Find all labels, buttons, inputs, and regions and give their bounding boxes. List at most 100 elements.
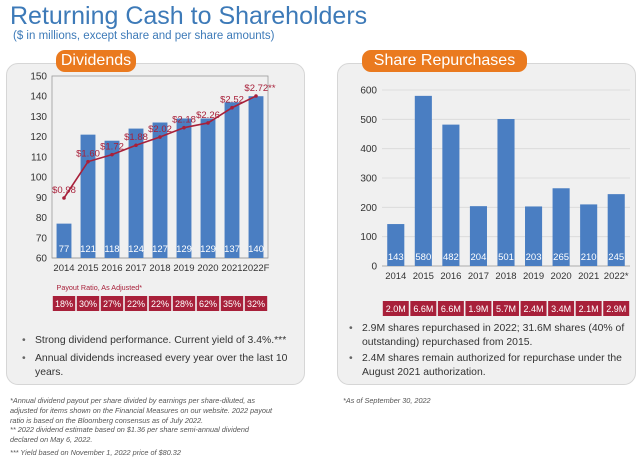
y-tick-label: 600 [360, 86, 377, 97]
bar-value-label: 482 [443, 252, 459, 263]
shares-repurchased-badge [437, 301, 464, 316]
x-tick-label: 2017 [125, 263, 146, 274]
x-tick-label: 2018 [149, 263, 170, 274]
payout-ratio-badge [52, 296, 76, 311]
bar [56, 223, 72, 258]
dividend-per-share-label: $2.18 [172, 115, 196, 126]
bar-value-label: 203 [526, 252, 542, 263]
x-tick-label: 2015 [77, 263, 98, 274]
dividend-per-share-label: $2.02 [148, 124, 172, 135]
dividend-bullet-2: • Annual dividends increased every year … [22, 352, 307, 379]
bar-value-label: 127 [152, 244, 168, 255]
y-tick-label: 70 [36, 233, 48, 244]
bar [152, 122, 168, 258]
shares-repurchased-value: 6.6M [413, 304, 433, 314]
payout-ratio-badge [220, 296, 244, 311]
y-tick-label: 130 [30, 112, 47, 123]
shares-repurchased-badge [382, 301, 409, 316]
dividend-per-share-label: $1.72 [100, 142, 124, 153]
bar [248, 96, 264, 258]
payout-ratio-value: 22% [151, 299, 169, 309]
dividend-per-share-label: $0.98 [52, 185, 76, 196]
repurchase-bullet-text-2: 2.4M shares remain authorized for repurc… [362, 353, 622, 378]
bar-value-label: 124 [128, 244, 144, 255]
dividend-per-share-label: $1.60 [76, 149, 100, 160]
dividend-per-share-label: $2.26 [196, 110, 220, 121]
shares-repurchased-badge [575, 301, 602, 316]
shares-repurchased-badge [520, 301, 547, 316]
line-point [254, 94, 258, 98]
x-tick-label: 2022F [243, 263, 270, 274]
payout-ratio-badge [76, 296, 100, 311]
footnote-1: *Annual dividend payout per share divide… [10, 396, 273, 425]
bar-value-label: 245 [608, 252, 624, 263]
x-tick-label: 2020 [551, 271, 572, 282]
bar [442, 124, 460, 266]
bullet-dot: • [349, 353, 353, 364]
footnote-right: *As of September 30, 2022 [343, 396, 431, 405]
bar [104, 140, 120, 258]
y-tick-label: 120 [30, 132, 47, 143]
line-point [110, 152, 114, 157]
repurchase-bullet-2: • 2.4M shares remain authorized for repu… [349, 352, 629, 379]
payout-ratio-badge [196, 296, 220, 311]
bar-value-label: 121 [80, 244, 96, 255]
payout-ratio-value: 30% [79, 299, 97, 309]
shares-repurchased-value: 2.1M [579, 304, 599, 314]
x-tick-label: 2015 [413, 271, 434, 282]
shares-repurchased-badge [548, 301, 575, 316]
bar-value-label: 137 [224, 244, 240, 255]
bullet-dot: • [22, 353, 26, 364]
line-point [134, 143, 138, 148]
shares-repurchased-badge [410, 301, 437, 316]
dividends-chart: 60 70 80 90 100 110 120 130 140 150 77 2014 121 2015 1… [30, 72, 276, 311]
y-tick-label: 100 [360, 232, 377, 243]
y-tick-label: 150 [30, 72, 47, 83]
bar-value-label: 118 [104, 244, 119, 255]
footnote-3: *** Yield based on November 1, 2022 pric… [10, 448, 181, 457]
shares-repurchased-value: 3.4M [551, 304, 571, 314]
line-point [182, 125, 186, 130]
bar [469, 206, 487, 266]
repurchase-bullet-text-1: 2.9M shares repurchased in 2022; 31.6M s… [362, 323, 625, 348]
x-tick-label: 2022* [604, 271, 629, 282]
bar [128, 128, 144, 258]
payout-ratio-badge [244, 296, 268, 311]
payout-ratio-value: 32% [247, 299, 265, 309]
payout-ratio-badge [100, 296, 124, 311]
payout-ratio-value: 35% [223, 299, 241, 309]
bar [224, 102, 240, 259]
line-point [206, 121, 210, 125]
shares-repurchased-badge [465, 301, 492, 316]
x-tick-label: 2021 [221, 263, 242, 274]
bar [525, 206, 543, 266]
bar [607, 194, 625, 266]
dividend-per-share-label: $1.88 [124, 132, 148, 143]
bar-value-label: 580 [415, 252, 431, 263]
x-tick-label: 2014 [53, 263, 74, 274]
bar-value-label: 501 [498, 252, 514, 263]
y-tick-label: 110 [31, 152, 47, 163]
line-point [158, 135, 162, 139]
footnote-2: ** 2022 dividend estimate based on $1.36… [10, 425, 249, 444]
y-tick-label: 100 [30, 173, 47, 184]
bar [200, 118, 216, 258]
dividend-bullet-text-2: Annual dividends increased every year ov… [35, 353, 288, 378]
bar [414, 95, 432, 266]
shares-repurchased-value: 2.0M [386, 304, 406, 314]
y-tick-label: 400 [360, 144, 377, 155]
line-point [86, 159, 90, 164]
bar-value-label: 140 [248, 244, 264, 255]
line-point [230, 105, 234, 110]
bar-value-label: 129 [176, 244, 192, 255]
shares-repurchased-value: 2.9M [606, 304, 626, 314]
bar-value-label: 143 [388, 252, 404, 263]
bar [80, 134, 96, 258]
dividend-bullet-1: • Strong dividend performance. Current y… [22, 334, 307, 348]
payout-ratio-value: 18% [55, 299, 73, 309]
payout-ratio-label: Payout Ratio, As Adjusted* [57, 283, 143, 292]
bullet-dot: • [22, 335, 26, 346]
repurchase-bullet-1: • 2.9M shares repurchased in 2022; 31.6M… [349, 322, 629, 349]
bar-value-label: 77 [59, 244, 70, 255]
x-tick-label: 2014 [385, 271, 406, 282]
